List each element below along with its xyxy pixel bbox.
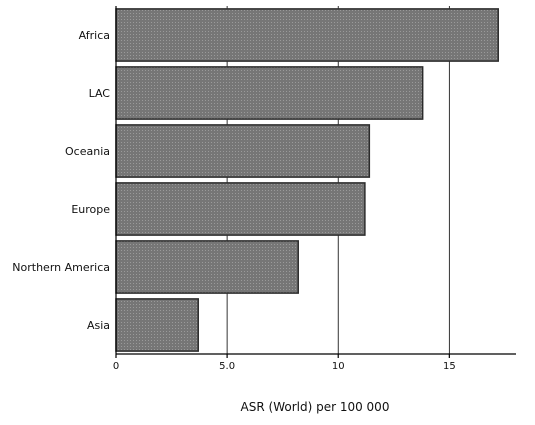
- bars: [115, 8, 499, 352]
- category-labels: Africa LAC Oceania Europe Northern America As…: [12, 29, 110, 332]
- category-label-4: Northern America: [12, 261, 110, 274]
- bar-1: [115, 66, 424, 120]
- bar-2: [115, 124, 371, 178]
- category-label-2: Oceania: [65, 145, 110, 158]
- bar-4: [115, 240, 299, 294]
- bar-5: [115, 298, 199, 352]
- bar-3: [115, 182, 366, 236]
- x-tick-label-3: 15: [443, 361, 456, 372]
- category-label-1: LAC: [89, 87, 111, 100]
- x-axis-title: ASR (World) per 100 000: [241, 400, 390, 414]
- grid-lines: [226, 6, 450, 354]
- category-label-3: Europe: [71, 203, 110, 216]
- x-tick-label-2: 10: [332, 361, 345, 372]
- x-axis: 0 5.0 10 15: [113, 6, 516, 372]
- bar-0: [115, 8, 499, 62]
- x-tick-label-1: 5.0: [219, 361, 235, 372]
- category-label-0: Africa: [79, 29, 110, 42]
- x-tick-label-0: 0: [113, 361, 119, 372]
- category-label-5: Asia: [87, 319, 110, 332]
